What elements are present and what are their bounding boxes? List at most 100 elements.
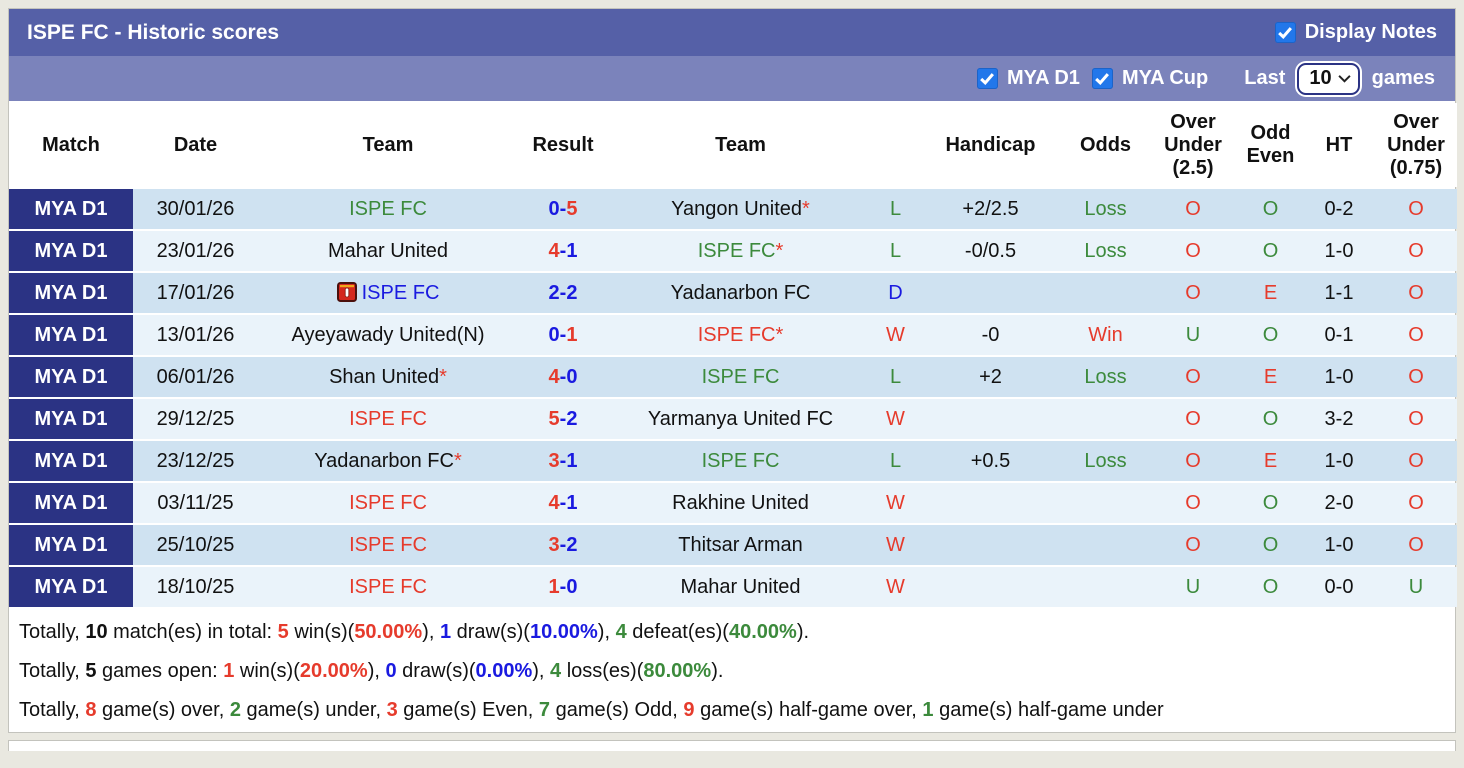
score-dash: - [559, 407, 567, 430]
home-team-cell: Ayeyawady United(N) [258, 315, 518, 355]
team-name: Mahar United [680, 575, 801, 598]
mya-d1-label: MYA D1 [1006, 67, 1080, 89]
table-header-row: Match Date Team Result Team Handicap Odds Over … [9, 103, 1457, 187]
star-marker: * [775, 323, 784, 346]
summary-text: Totally, [19, 699, 86, 721]
team-name: ISPE FC [349, 575, 427, 598]
column-header-date: Date [133, 103, 258, 187]
team-name: ISPE FC [701, 449, 780, 472]
column-header-ht: HT [1303, 103, 1375, 187]
next-panel-edge [8, 740, 1456, 751]
score-dash: - [559, 449, 567, 472]
over-under-0-75-cell: O [1375, 189, 1457, 229]
column-header-odd-even: Odd Even [1238, 103, 1303, 187]
date-cell: 18/10/25 [133, 567, 258, 607]
star-marker: * [453, 449, 462, 472]
away-team-cell: Yarmanya United FC [608, 399, 873, 439]
odd-even-cell: O [1238, 525, 1303, 565]
date-cell: 03/11/25 [133, 483, 258, 523]
odd-even-cell: O [1238, 399, 1303, 439]
team-name: ISPE FC [701, 365, 780, 388]
table-row: MYA D1 17/01/26 ISPE FC 2-2 Yadanarbon FC D O E… [9, 273, 1457, 313]
table-row: MYA D1 23/12/25 Yadanarbon FC* 3-1 ISPE FC L +… [9, 441, 1457, 481]
odd-even-cell: O [1238, 231, 1303, 271]
result-cell: 0-5 [518, 189, 608, 229]
display-notes-toggle: Display Notes [1274, 21, 1437, 44]
summary-text: game(s) half-game over, [694, 699, 923, 721]
team-name: ISPE FC [697, 323, 776, 346]
summary-text: draw(s)( [451, 621, 530, 643]
over-under-0-75-cell: O [1375, 357, 1457, 397]
games-count-select[interactable]: 10 [1297, 62, 1360, 95]
away-score: 0 [566, 575, 578, 598]
odd-even-cell: O [1238, 315, 1303, 355]
summary-stat: 80.00% [643, 660, 712, 682]
win-lose-draw-cell: L [873, 231, 918, 271]
league-filter-mya-d1: MYA D1 [976, 67, 1080, 90]
odd-even-cell: O [1238, 483, 1303, 523]
handicap-cell: +0.5 [918, 441, 1063, 481]
result-cell: 4-1 [518, 483, 608, 523]
table-row: MYA D1 03/11/25 ISPE FC 4-1 Rakhine United W O… [9, 483, 1457, 523]
over-under-2-5-cell: O [1148, 189, 1238, 229]
win-lose-draw-cell: L [873, 441, 918, 481]
mya-d1-checkbox[interactable] [976, 68, 998, 89]
half-time-cell: 3-2 [1303, 399, 1375, 439]
historic-scores-panel: ISPE FC - Historic scores Display Notes … [8, 8, 1457, 733]
summary-text: match(es) in total: [107, 621, 278, 643]
date-cell: 13/01/26 [133, 315, 258, 355]
over-under-0-75-cell: O [1375, 525, 1457, 565]
half-time-cell: 0-2 [1303, 189, 1375, 229]
handicap-cell [918, 273, 1063, 313]
score-dash: - [559, 533, 567, 556]
summary-text: ), [367, 660, 386, 682]
result-cell: 3-1 [518, 441, 608, 481]
home-score: 0 [548, 323, 560, 346]
display-notes-checkbox[interactable] [1274, 22, 1296, 43]
summary-text: ), [597, 621, 616, 643]
date-cell: 23/12/25 [133, 441, 258, 481]
score-dash: - [559, 365, 567, 388]
games-label: games [1371, 67, 1435, 89]
over-under-0-75-cell: O [1375, 399, 1457, 439]
win-lose-draw-cell: W [873, 315, 918, 355]
summary-text: Totally, [19, 660, 86, 682]
summary-line: Totally, 8 game(s) over, 2 game(s) under… [19, 691, 1445, 730]
column-header-result: Result [518, 103, 608, 187]
home-team-cell: ISPE FC [258, 567, 518, 607]
score-dash: - [559, 491, 567, 514]
away-score: 1 [566, 323, 578, 346]
handicap-cell [918, 483, 1063, 523]
summary-text: Totally, [19, 621, 86, 643]
summary-stat: 0.00% [475, 660, 533, 682]
win-lose-draw-cell: D [873, 273, 918, 313]
summary-text: games open: [96, 660, 224, 682]
league-badge: MYA D1 [9, 273, 133, 313]
table-row: MYA D1 23/01/26 Mahar United 4-1 ISPE FC* L -0… [9, 231, 1457, 271]
home-score: 5 [548, 407, 560, 430]
home-score: 1 [548, 575, 560, 598]
league-badge: MYA D1 [9, 567, 133, 607]
away-team-cell: ISPE FC [608, 441, 873, 481]
summary-text: loss(es)( [561, 660, 644, 682]
home-score: 4 [548, 491, 560, 514]
summary-text: win(s)( [288, 621, 355, 643]
team-name: ISPE FC [349, 491, 427, 514]
over-under-0-75-cell: O [1375, 483, 1457, 523]
summary-stat: 10.00% [529, 621, 598, 643]
table-row: MYA D1 30/01/26 ISPE FC 0-5 Yangon United* L +… [9, 189, 1457, 229]
summary-line: Totally, 5 games open: 1 win(s)(20.00%),… [19, 652, 1445, 691]
mya-cup-checkbox[interactable] [1091, 68, 1113, 89]
summary-stat: 7 [538, 699, 551, 721]
team-name: Mahar United [327, 239, 449, 262]
date-cell: 23/01/26 [133, 231, 258, 271]
star-marker: * [775, 239, 784, 262]
summary-text: win(s)( [234, 660, 300, 682]
summary-stat: 0 [385, 660, 397, 682]
summary-stat: 4 [615, 621, 627, 643]
home-team-cell: Yadanarbon FC* [258, 441, 518, 481]
away-team-cell: Mahar United [608, 567, 873, 607]
odds-cell: Loss [1063, 441, 1148, 481]
away-score: 1 [566, 239, 578, 262]
half-time-cell: 1-0 [1303, 525, 1375, 565]
